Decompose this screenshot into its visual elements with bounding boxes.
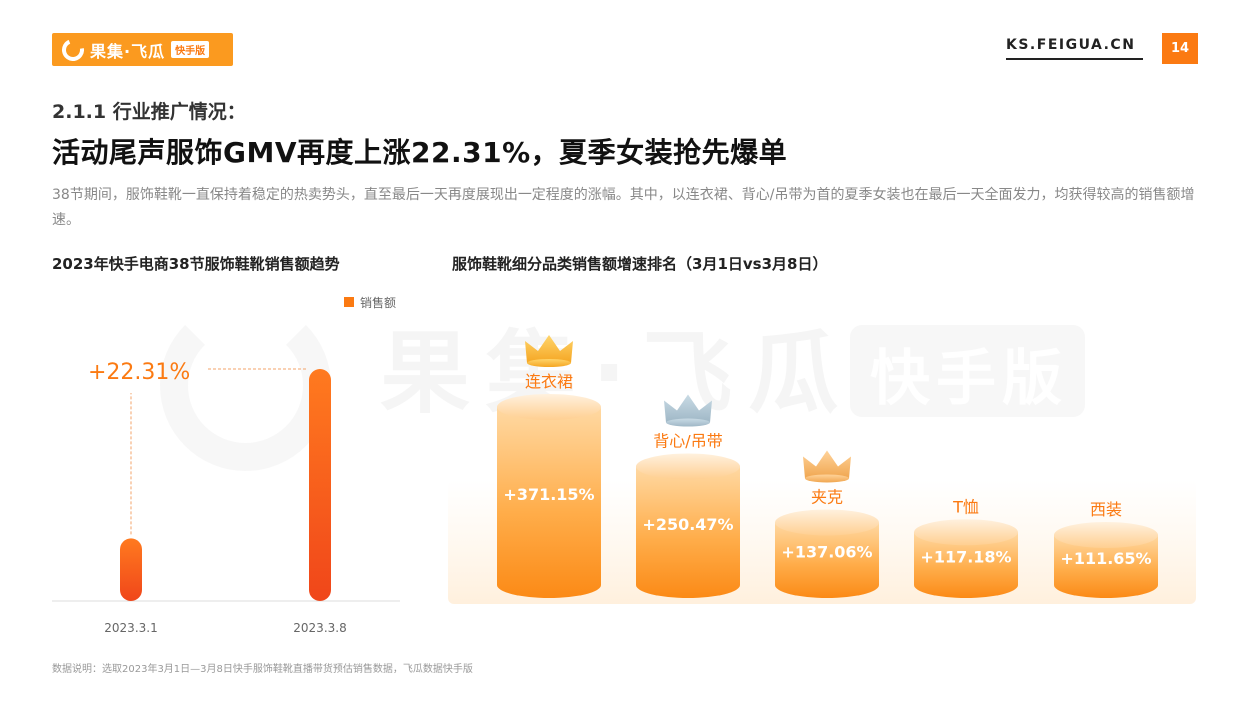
cylinder-cap <box>775 509 879 536</box>
bar-2023.3.8 <box>309 369 331 601</box>
cylinder-body <box>636 466 740 598</box>
category-label: 连衣裙 <box>525 372 573 391</box>
cylinder-body <box>914 532 1018 598</box>
page-title: 活动尾声服饰GMV再度上涨22.31%，夏季女装抢先爆单 <box>52 136 788 169</box>
description: 38节期间，服饰鞋靴一直保持着稳定的热卖势头，直至最后一天再度展现出一定程度的涨… <box>52 187 1195 228</box>
cylinder-3 <box>775 509 879 598</box>
bronze-crown-icon <box>803 450 851 483</box>
silver-crown-icon <box>664 394 712 427</box>
page-number: 14 <box>1162 33 1198 64</box>
cylinder-body <box>497 407 601 598</box>
category-label: 夹克 <box>811 487 843 506</box>
cylinder-cap <box>497 394 601 420</box>
legend-label: 销售额 <box>360 295 396 310</box>
site-url[interactable]: KS.FEIGUA.CN <box>1006 37 1143 60</box>
smile-logo-icon <box>62 38 84 61</box>
growth-label: +371.15% <box>503 485 594 504</box>
category-label: T恤 <box>952 497 979 516</box>
cylinder-body <box>775 522 879 598</box>
growth-label: +250.47% <box>642 515 733 534</box>
category-label: 背心/吊带 <box>653 432 722 451</box>
chart2-title: 服饰鞋靴细分品类销售额增速排名（3月1日vs3月8日） <box>452 255 828 273</box>
growth-label: +117.18% <box>920 548 1011 567</box>
cylinder-4 <box>914 519 1018 598</box>
category-label: 西装 <box>1090 500 1122 519</box>
chart1-title: 2023年快手电商38节服饰鞋靴销售额趋势 <box>52 255 340 273</box>
section-title: 2.1.1 行业推广情况： <box>52 101 246 123</box>
cylinder-2 <box>636 453 740 598</box>
logo-sub-badge: 快手版 <box>171 41 210 58</box>
cylinder-body <box>1054 535 1158 598</box>
cylinder-5 <box>1054 522 1158 598</box>
cylinder-cap <box>1054 522 1158 548</box>
footnote: 数据说明：选取2023年3月1日—3月8日快手服饰鞋靴直播带货预估销售数据，飞瓜… <box>52 664 473 675</box>
cylinder-1 <box>497 394 601 598</box>
x-tick-label: 2023.3.8 <box>293 621 346 635</box>
legend-swatch <box>344 297 354 307</box>
cylinder-cap <box>914 519 1018 546</box>
growth-label: +137.06% <box>781 543 872 562</box>
gold-crown-icon <box>525 335 573 367</box>
trend-chart: 销售额 2023.3.1 2023.3.8 +22.31% <box>52 295 400 635</box>
growth-ranking-chart: +371.15% 连衣裙 +250.47% 背心/吊带 +137.06% 夹克 +117.1… <box>448 335 1196 604</box>
bar-2023.3.1 <box>120 538 142 601</box>
growth-annotation: +22.31% <box>88 360 190 385</box>
brand-logo: 果集·飞瓜 快手版 <box>52 33 233 66</box>
logo-brand-text: 果集·飞瓜 <box>90 41 166 61</box>
x-tick-label: 2023.3.1 <box>104 621 157 635</box>
growth-label: +111.65% <box>1060 549 1151 568</box>
cylinder-cap <box>636 453 740 480</box>
